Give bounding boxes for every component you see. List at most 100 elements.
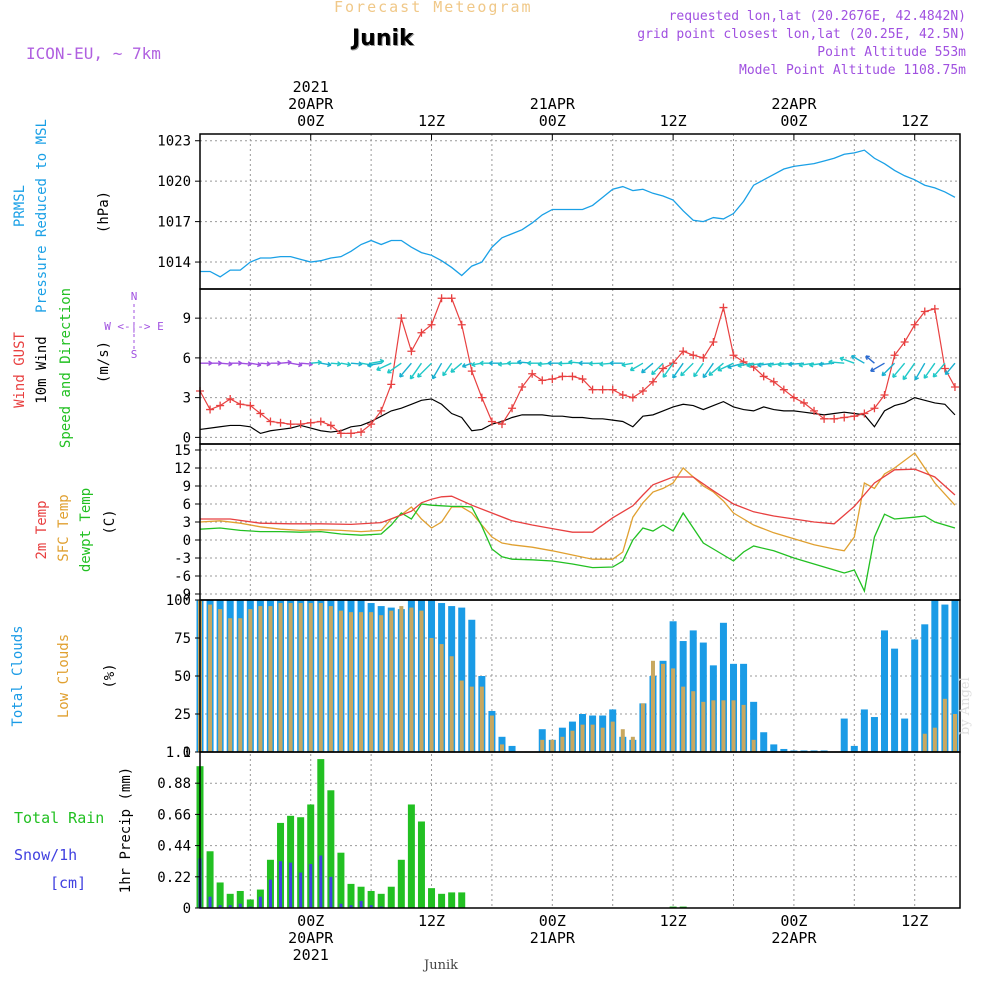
wind-gust-marker xyxy=(910,320,919,329)
low-cloud-bar xyxy=(932,727,937,752)
wind-gust-marker xyxy=(810,406,819,415)
wind-tick-label: 3 xyxy=(183,391,191,407)
low-cloud-bar xyxy=(640,703,645,752)
total-cloud-bar xyxy=(508,745,516,752)
temperature-tick-label: 9 xyxy=(183,479,191,495)
low-cloud-bar xyxy=(731,700,736,752)
total-cloud-bar xyxy=(699,642,707,752)
snow-bar xyxy=(228,905,232,908)
wind-gust-marker xyxy=(880,390,889,399)
wind-vector-arrow xyxy=(442,362,453,377)
wind-vector-arrow xyxy=(777,361,794,367)
rain-bar xyxy=(216,882,224,908)
wind-gust-marker xyxy=(296,420,305,429)
wind-vector-arrow xyxy=(702,362,714,379)
wind-vector-arrow xyxy=(737,362,754,369)
clouds-ylabel-unit: (%) xyxy=(102,663,118,688)
wind-gust-marker xyxy=(608,385,617,394)
wind-gust-marker xyxy=(397,314,406,323)
wind-gust-marker xyxy=(850,412,859,421)
wind-gust-marker xyxy=(799,398,808,407)
low-cloud-bar xyxy=(338,610,343,752)
snow-bar xyxy=(369,905,373,908)
wind-vector-arrow xyxy=(662,362,674,378)
pressure-tick-label: 1017 xyxy=(157,215,191,231)
top-time-label: 12Z xyxy=(660,112,687,130)
forecast-label: Forecast Meteogram xyxy=(334,0,533,16)
wind-vector-arrow xyxy=(371,358,385,365)
wind-gust-marker xyxy=(950,383,959,392)
rain-bar xyxy=(317,759,325,908)
precip-tick-label: 0.44 xyxy=(157,839,191,855)
wind-vector-arrow xyxy=(399,362,412,378)
pressure-ylabel-unit: (hPa) xyxy=(96,191,112,233)
wind-gust-marker xyxy=(628,393,637,402)
low-cloud-bar xyxy=(318,603,323,752)
precip-tick-label: 0.22 xyxy=(157,870,191,886)
grid-lines xyxy=(200,134,960,909)
panel-frame-pressure xyxy=(199,133,961,290)
wind-gust-marker xyxy=(568,372,577,381)
low-cloud-bar xyxy=(620,729,625,752)
low-cloud-bar xyxy=(741,704,746,752)
total-cloud-bar xyxy=(921,624,929,752)
model-point-altitude: Model Point Altitude 1108.75m xyxy=(739,63,966,78)
total-cloud-bar xyxy=(860,709,868,752)
rain-bar xyxy=(357,886,365,908)
wind-vector-arrow xyxy=(629,362,644,372)
wind-gust-marker xyxy=(226,394,235,403)
snow-bar xyxy=(339,903,343,908)
temp-2m-ylabel: 2m Temp xyxy=(34,500,50,559)
bottom-time-label: 12Z xyxy=(418,912,445,930)
wind-gust-marker xyxy=(326,421,335,430)
low-cloud-bar xyxy=(469,686,474,752)
top-time-label: 22APR xyxy=(771,95,817,113)
low-cloud-bar xyxy=(721,700,726,752)
bottom-time-label: 20APR xyxy=(288,929,334,947)
temperature-tick-label: 12 xyxy=(174,461,191,477)
top-time-label: 00Z xyxy=(297,112,324,130)
wind-vector-arrow xyxy=(366,362,382,368)
wind-vector-arrow xyxy=(330,361,342,367)
wind-gust-marker xyxy=(699,353,708,362)
snow-bar xyxy=(279,861,283,908)
total-cloud-bar xyxy=(750,701,758,752)
wind-gust-marker xyxy=(669,359,678,368)
panel-frame-precip xyxy=(199,751,961,909)
compass-west-east: W <-|-> E xyxy=(104,320,164,333)
wind-vector-arrow xyxy=(240,361,252,367)
wind-vector-arrow xyxy=(280,359,292,366)
wind-gust-marker xyxy=(648,377,657,386)
wind-vector-arrow xyxy=(290,362,303,368)
gust-ylabel: Wind GUST xyxy=(12,332,28,408)
low-cloud-bar xyxy=(942,698,947,752)
wind-vector-arrow xyxy=(651,362,664,376)
wind-vector-arrow xyxy=(914,362,926,381)
snow-bar xyxy=(289,862,293,908)
snow-bar xyxy=(329,876,333,908)
wind-vector-arrow xyxy=(450,362,463,373)
wind-gust-marker xyxy=(457,320,466,329)
wind-speed-line xyxy=(199,396,956,435)
wind-vector-arrow xyxy=(340,361,352,368)
low-cloud-bar xyxy=(459,680,464,752)
total-cloud-bar xyxy=(931,600,939,752)
top-time-label: 20APR xyxy=(288,95,334,113)
rain-bar xyxy=(407,804,415,908)
snow-unit-label: [cm] xyxy=(50,874,86,892)
total-cloud-bar xyxy=(810,750,818,752)
top-time-label: 12Z xyxy=(418,112,445,130)
low-cloud-bar xyxy=(328,606,333,752)
low-cloud-bar xyxy=(540,739,545,752)
footer-location: Junik xyxy=(424,958,458,973)
temp-2m-line xyxy=(200,468,956,533)
wind-gust-marker xyxy=(789,393,798,402)
low-cloud-bar xyxy=(348,612,353,752)
total-cloud-bar xyxy=(820,750,828,752)
temperature-tick-label: 6 xyxy=(183,497,191,513)
total-cloud-bar xyxy=(901,718,909,752)
low-cloud-bar xyxy=(570,730,575,752)
wind-vector-arrow xyxy=(270,360,282,366)
wind-gust-marker xyxy=(659,364,668,373)
wind-gust-marker xyxy=(870,404,879,413)
